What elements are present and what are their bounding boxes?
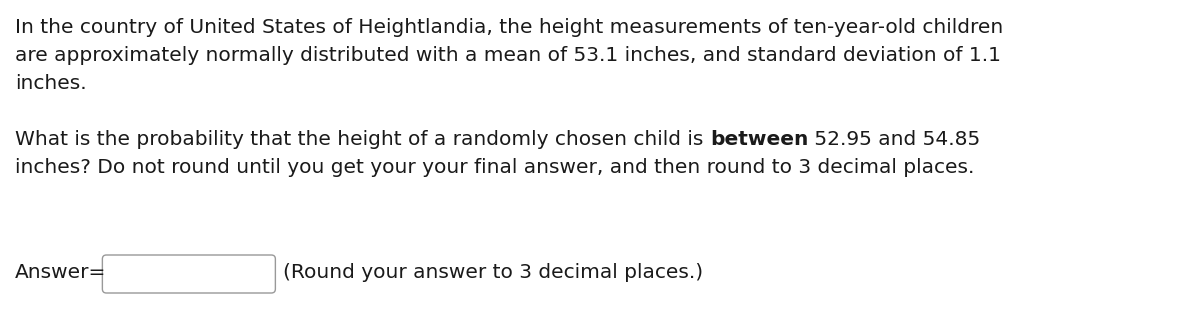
Text: between: between [709, 130, 808, 149]
Text: (Round your answer to 3 decimal places.): (Round your answer to 3 decimal places.) [283, 263, 703, 282]
Text: are approximately normally distributed with a mean of 53.1 inches, and standard : are approximately normally distributed w… [14, 46, 1001, 65]
Text: In the country of United States of Heightlandia, the height measurements of ten-: In the country of United States of Heigh… [14, 18, 1003, 37]
Text: 52.95 and 54.85: 52.95 and 54.85 [808, 130, 980, 149]
Text: Answer=: Answer= [14, 263, 107, 282]
Text: What is the probability that the height of a randomly chosen child is: What is the probability that the height … [14, 130, 709, 149]
Text: inches.: inches. [14, 74, 86, 93]
Text: inches? Do not round until you get your your final answer, and then round to 3 d: inches? Do not round until you get your … [14, 158, 974, 177]
FancyBboxPatch shape [102, 255, 275, 293]
